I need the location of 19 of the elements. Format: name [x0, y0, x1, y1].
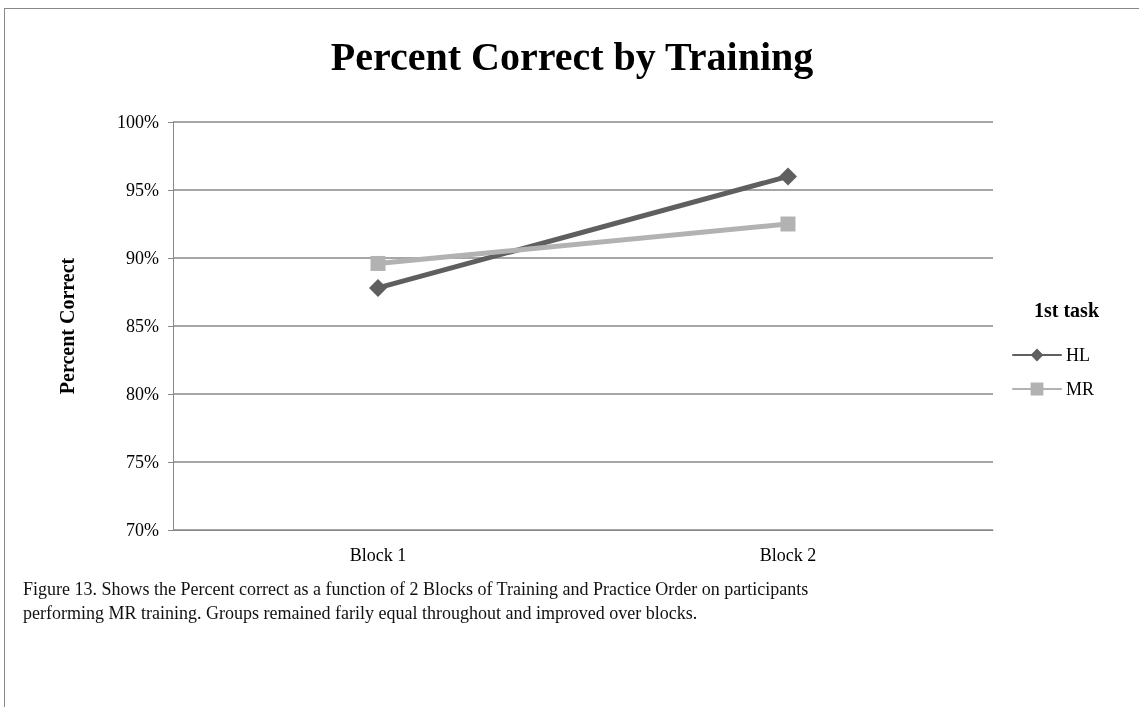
y-tick-label: 100% [117, 112, 159, 132]
y-tick-label: 95% [126, 180, 159, 200]
y-axis-title: Percent Correct [56, 257, 78, 395]
caption: Figure 13. Shows the Percent correct as a function of 2 Blocks of Training and Practice Order on participants performing MR training. Groups remained farily equal throughout and improved over blocks. [23, 578, 810, 625]
point [779, 167, 797, 186]
y-tick-label: 70% [126, 520, 159, 540]
x-tick-label: Block 2 [759, 545, 817, 565]
y-tick-label: 85% [126, 316, 159, 336]
point [370, 255, 386, 271]
y-tick-label: 90% [126, 248, 159, 268]
y-tick-label: 80% [126, 384, 159, 404]
x-tick-label: Block 1 [349, 545, 407, 565]
y-tick-label: 75% [126, 452, 159, 472]
legend-title: 1st task [1034, 299, 1100, 321]
legend-label: HL [1066, 345, 1090, 365]
point [369, 278, 387, 297]
point [780, 216, 796, 232]
chart-title: Percent Correct by Training [330, 33, 814, 79]
legend-label: MR [1066, 379, 1095, 399]
